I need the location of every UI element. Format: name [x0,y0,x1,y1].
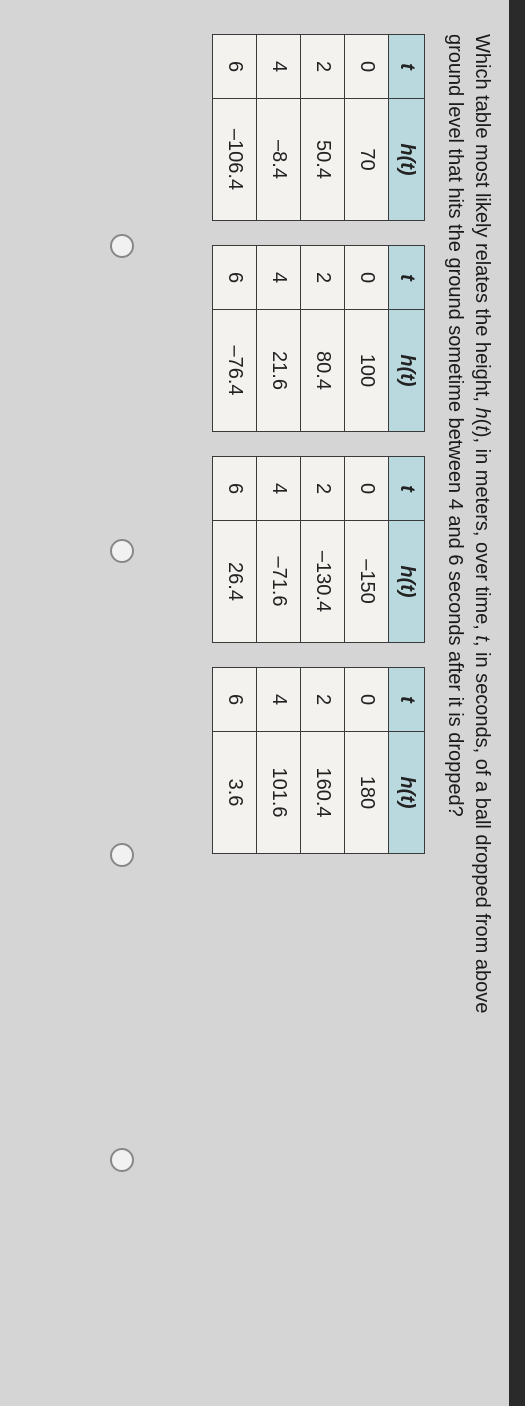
cell: 6 [213,246,257,310]
answer-radios [110,34,134,1372]
cell: –71.6 [257,521,301,643]
q-line1-pre: Which table most likely relates the heig… [471,34,493,408]
answer-table-1: t h(t) 070 250.4 4–8.4 6–106.4 [212,34,425,221]
cell: 26.4 [213,521,257,643]
cell: 0 [345,35,389,99]
radio-option-2[interactable] [110,539,134,563]
cell: 80.4 [301,310,345,432]
tables-row: t h(t) 070 250.4 4–8.4 6–106.4 t h(t) 01… [212,34,425,1372]
col-header-t: t [389,668,425,732]
col-header-h: h(t) [389,732,425,854]
cell: 2 [301,246,345,310]
answer-table-3: t h(t) 0–150 2–130.4 4–71.6 626.4 [212,456,425,643]
cell: 160.4 [301,732,345,854]
question-text: Which table most likely relates the heig… [441,34,495,1372]
cell: –130.4 [301,521,345,643]
col-header-h: h(t) [389,310,425,432]
cell: 6 [213,457,257,521]
cell: –8.4 [257,99,301,221]
table-row: 421.6 [257,246,301,432]
table-row: 6–106.4 [213,35,257,221]
table-row: 070 [345,35,389,221]
cell: 6 [213,668,257,732]
q-line2: ground level that hits the ground someti… [444,34,466,817]
window-top-strip [509,0,525,1406]
table-row: 0–150 [345,457,389,643]
cell: 2 [301,35,345,99]
answer-table-2: t h(t) 0100 280.4 421.6 6–76.4 [212,245,425,432]
cell: 0 [345,246,389,310]
cell: 4 [257,246,301,310]
q-fn: h [471,408,493,419]
cell: 50.4 [301,99,345,221]
cell: 2 [301,668,345,732]
cell: 70 [345,99,389,221]
q-line1-end: , in seconds, of a ball dropped from abo… [471,641,493,1013]
col-header-t: t [389,246,425,310]
cell: –150 [345,521,389,643]
table-row: 4–8.4 [257,35,301,221]
cell: 6 [213,35,257,99]
cell: 21.6 [257,310,301,432]
cell: 180 [345,732,389,854]
table-row: 2160.4 [301,668,345,854]
table-row: 0100 [345,246,389,432]
table-row: 63.6 [213,668,257,854]
cell: 2 [301,457,345,521]
radio-option-3[interactable] [110,843,134,867]
cell: 0 [345,457,389,521]
cell: 4 [257,35,301,99]
cell: 4 [257,457,301,521]
col-header-t: t [389,457,425,521]
table-row: 6–76.4 [213,246,257,432]
table-row: 280.4 [301,246,345,432]
table-row: 4101.6 [257,668,301,854]
cell: 101.6 [257,732,301,854]
table-row: 4–71.6 [257,457,301,643]
cell: 100 [345,310,389,432]
table-row: 2–130.4 [301,457,345,643]
cell: 4 [257,668,301,732]
q-line1-post: ), in meters, over time, [471,431,493,636]
cell: 3.6 [213,732,257,854]
cell: –76.4 [213,310,257,432]
cell: 0 [345,668,389,732]
col-header-h: h(t) [389,521,425,643]
col-header-t: t [389,35,425,99]
radio-option-4[interactable] [110,1148,134,1172]
table-row: 626.4 [213,457,257,643]
answer-table-4: t h(t) 0180 2160.4 4101.6 63.6 [212,667,425,854]
table-row: 0180 [345,668,389,854]
radio-option-1[interactable] [110,234,134,258]
table-row: 250.4 [301,35,345,221]
cell: –106.4 [213,99,257,221]
question-content: Which table most likely relates the heig… [110,0,509,1406]
col-header-h: h(t) [389,99,425,221]
